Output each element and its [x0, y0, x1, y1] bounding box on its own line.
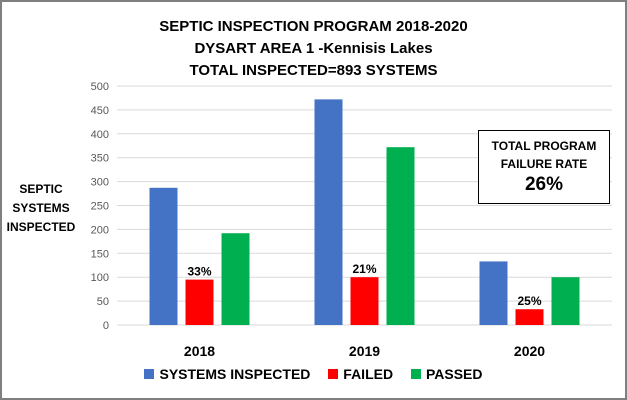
y-tick-label: 150 [91, 248, 109, 260]
x-tick-label: 2020 [514, 343, 545, 359]
chart-title-line-2: DYSART AREA 1 -Kennisis Lakes [194, 40, 433, 57]
bar-passed [551, 277, 580, 325]
legend-swatch [328, 369, 339, 379]
chart-title-line-3: TOTAL INSPECTED=893 SYSTEMS [189, 62, 438, 79]
bar-systems-inspected [479, 261, 508, 325]
y-axis-label-line: INSPECTED [6, 220, 76, 234]
legend-item-failed: FAILED [328, 366, 393, 382]
legend-label: SYSTEMS INSPECTED [159, 366, 311, 382]
data-label: 25% [517, 294, 541, 308]
bar-systems-inspected [149, 187, 178, 325]
bar-passed [386, 147, 415, 325]
legend-item-passed: PASSED [410, 366, 483, 382]
y-tick-label: 200 [91, 224, 109, 236]
bar-passed [221, 233, 250, 325]
y-tick-label: 100 [91, 272, 109, 284]
legend-swatch [410, 369, 421, 379]
legend-label: FAILED [343, 366, 394, 382]
failure-rate-box: TOTAL PROGRAM FAILURE RATE 26% [478, 130, 610, 204]
chart-title-line-1: SEPTIC INSPECTION PROGRAM 2018-2020 [159, 18, 468, 35]
failure-rate-label: TOTAL PROGRAM FAILURE RATE [479, 137, 609, 173]
failure-rate-label-line: FAILURE RATE [500, 157, 588, 171]
y-tick-label: 400 [91, 129, 109, 141]
y-axis-label-line: SYSTEMS [12, 201, 70, 215]
data-label: 21% [352, 262, 376, 276]
data-label: 33% [187, 265, 211, 279]
y-tick-label: 450 [91, 105, 109, 117]
legend-swatch [144, 369, 155, 379]
chart-legend: SYSTEMS INSPECTED FAILED PASSED [0, 366, 627, 382]
failure-rate-value: 26% [524, 174, 564, 195]
y-tick-label: 0 [103, 320, 109, 332]
y-axis-label-line: SEPTIC [19, 182, 63, 196]
bar-failed [350, 277, 379, 325]
y-tick-label: 300 [91, 177, 109, 189]
bar-systems-inspected [314, 99, 343, 325]
bar-failed [515, 309, 544, 325]
y-tick-label: 50 [97, 296, 109, 308]
x-tick-label: 2018 [184, 343, 215, 359]
y-tick-label: 350 [91, 153, 109, 165]
x-tick-label: 2019 [349, 343, 380, 359]
legend-label: PASSED [425, 366, 483, 382]
legend-item-systems-inspected: SYSTEMS INSPECTED [144, 366, 310, 382]
y-axis-label: SEPTIC SYSTEMS INSPECTED [4, 180, 78, 237]
bar-failed [185, 279, 214, 325]
y-tick-label: 500 [91, 81, 109, 93]
failure-rate-label-line: TOTAL PROGRAM [491, 139, 597, 153]
y-tick-label: 250 [91, 201, 109, 213]
